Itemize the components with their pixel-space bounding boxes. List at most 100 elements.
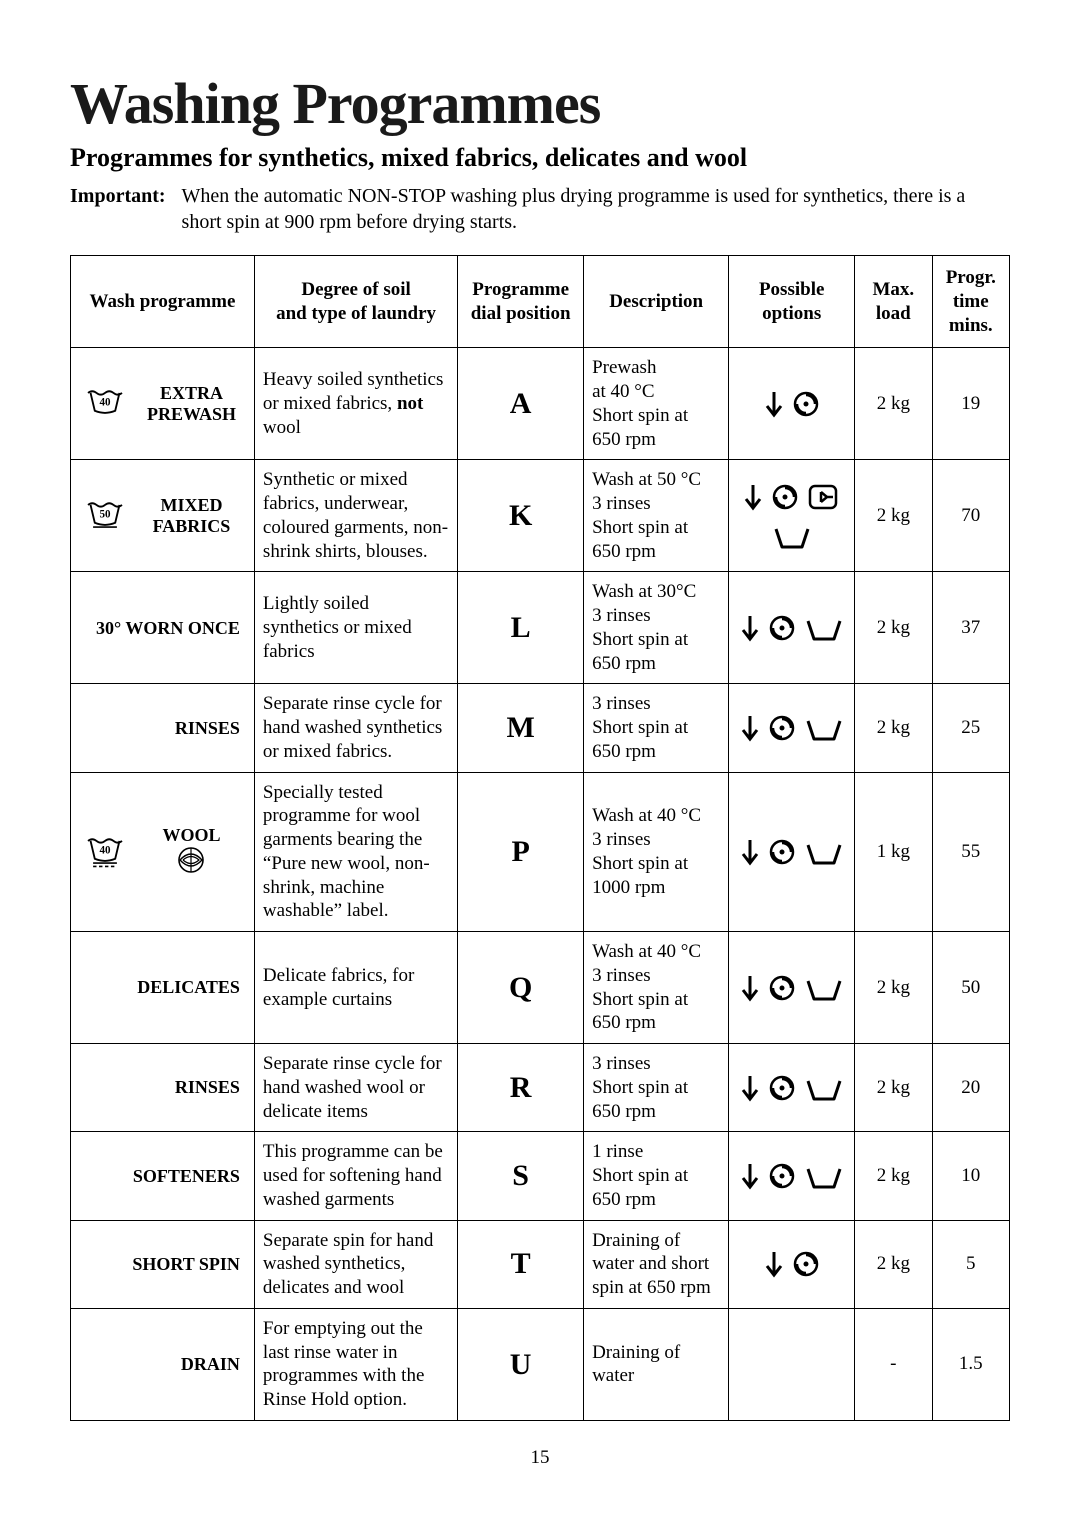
option-reduce-spin-icon [740, 613, 760, 643]
option-rinse-hold-icon [804, 973, 844, 1003]
programme-description: Draining of water [584, 1308, 729, 1420]
soil-description: Separate rinse cycle for hand washed syn… [254, 684, 457, 772]
table-row: 40 WOOL Specially tested programme for w… [71, 772, 1010, 932]
max-load: 2 kg [855, 1220, 932, 1308]
programme-description: Wash at 30°C3 rinsesShort spin at 650 rp… [584, 572, 729, 684]
programme-options [729, 932, 855, 1044]
important-label: Important: [70, 183, 182, 235]
programme-time: 50 [932, 932, 1009, 1044]
important-text: When the automatic NON-STOP washing plus… [182, 183, 1010, 235]
programme-name: SOFTENERS [79, 1165, 246, 1188]
programme-options [729, 684, 855, 772]
programme-time: 55 [932, 772, 1009, 932]
option-reduce-spin-icon [764, 1249, 784, 1279]
care-tub-40-icon: 40 [85, 387, 125, 421]
option-reduce-spin-icon [740, 1161, 760, 1191]
option-spin-icon [768, 714, 796, 742]
th-description: Description [584, 256, 729, 348]
soil-description: Separate rinse cycle for hand washed woo… [254, 1044, 457, 1132]
option-rinse-hold-icon [804, 713, 844, 743]
programme-description: Draining of water and short spin at 650 … [584, 1220, 729, 1308]
programme-description: Wash at 40 °C3 rinsesShort spin at 1000 … [584, 772, 729, 932]
soil-description: Separate spin for hand washed synthetics… [254, 1220, 457, 1308]
soil-description: Heavy soiled synthetics or mixed fabrics… [254, 348, 457, 460]
programme-description: 1 rinseShort spin at 650 rpm [584, 1132, 729, 1220]
table-row: 40 EXTRAPREWASH Heavy soiled synthetics … [71, 348, 1010, 460]
page-number: 15 [70, 1447, 1010, 1469]
max-load: 2 kg [855, 348, 932, 460]
table-row: DRAIN For emptying out the last rinse wa… [71, 1308, 1010, 1420]
max-load: 2 kg [855, 684, 932, 772]
option-spin-icon [768, 1074, 796, 1102]
dial-position: A [458, 348, 584, 460]
option-rinse-hold-icon [772, 521, 812, 551]
option-reduce-spin-icon [740, 713, 760, 743]
option-spin-icon [768, 974, 796, 1002]
max-load: 2 kg [855, 460, 932, 572]
svg-text:50: 50 [99, 508, 111, 520]
programme-name: RINSES [79, 1076, 246, 1099]
page-title: Washing Programmes [70, 70, 1010, 137]
woolmark-icon [174, 858, 208, 878]
programme-name: 30° WORN ONCE [79, 617, 246, 640]
programme-options [729, 1132, 855, 1220]
programme-options [729, 348, 855, 460]
option-rinse-hold-icon [804, 1073, 844, 1103]
max-load: 2 kg [855, 1044, 932, 1132]
dial-position: Q [458, 932, 584, 1044]
option-reduce-spin-icon [764, 389, 784, 419]
programmes-table: Wash programme Degree of soiland type of… [70, 255, 1010, 1421]
option-rinse-hold-icon [804, 613, 844, 643]
table-row: DELICATES Delicate fabrics, for example … [71, 932, 1010, 1044]
dial-position: L [458, 572, 584, 684]
dial-position: R [458, 1044, 584, 1132]
th-wash-programme: Wash programme [71, 256, 255, 348]
programme-time: 25 [932, 684, 1009, 772]
table-row: RINSES Separate rinse cycle for hand was… [71, 1044, 1010, 1132]
programme-options [729, 1044, 855, 1132]
programme-options [729, 1220, 855, 1308]
programme-options [729, 572, 855, 684]
option-spin-icon [792, 1250, 820, 1278]
max-load: 2 kg [855, 1132, 932, 1220]
programme-time: 1.5 [932, 1308, 1009, 1420]
option-spin-icon [768, 1162, 796, 1190]
table-row: SOFTENERS This programme can be used for… [71, 1132, 1010, 1220]
programme-options [729, 1308, 855, 1420]
option-rinse-hold-icon [804, 837, 844, 867]
soil-description: This programme can be used for softening… [254, 1132, 457, 1220]
care-tub-50-icon: 50 [85, 499, 125, 533]
max-load: 2 kg [855, 572, 932, 684]
dial-position: P [458, 772, 584, 932]
table-row: SHORT SPIN Separate spin for hand washed… [71, 1220, 1010, 1308]
table-row: 30° WORN ONCE Lightly soiled synthetics … [71, 572, 1010, 684]
programme-description: 3 rinsesShort spin at 650 rpm [584, 1044, 729, 1132]
programme-name: DRAIN [79, 1353, 246, 1376]
programme-time: 5 [932, 1220, 1009, 1308]
soil-description: Delicate fabrics, for example curtains [254, 932, 457, 1044]
svg-text:40: 40 [99, 844, 111, 856]
soil-description: Synthetic or mixed fabrics, underwear, c… [254, 460, 457, 572]
th-options: Possibleoptions [729, 256, 855, 348]
programme-time: 19 [932, 348, 1009, 460]
table-header-row: Wash programme Degree of soiland type of… [71, 256, 1010, 348]
programme-time: 70 [932, 460, 1009, 572]
soil-description: Specially tested programme for wool garm… [254, 772, 457, 932]
option-spin-icon [768, 614, 796, 642]
option-reduce-spin-icon [740, 973, 760, 1003]
option-reduce-spin-icon [740, 1073, 760, 1103]
programme-name: EXTRAPREWASH [137, 383, 246, 424]
th-degree-of-soil: Degree of soiland type of laundry [254, 256, 457, 348]
programme-time: 37 [932, 572, 1009, 684]
th-dial-position: Programmedial position [458, 256, 584, 348]
option-rinse-hold-icon [804, 1161, 844, 1191]
dial-position: M [458, 684, 584, 772]
programme-time: 20 [932, 1044, 1009, 1132]
svg-text:40: 40 [99, 396, 111, 408]
page-subtitle: Programmes for synthetics, mixed fabrics… [70, 143, 1010, 173]
option-reduce-spin-icon [740, 837, 760, 867]
programme-options [729, 772, 855, 932]
option-spin-icon [792, 390, 820, 418]
important-note: Important: When the automatic NON-STOP w… [70, 183, 1010, 235]
programme-name: WOOL [137, 825, 246, 878]
